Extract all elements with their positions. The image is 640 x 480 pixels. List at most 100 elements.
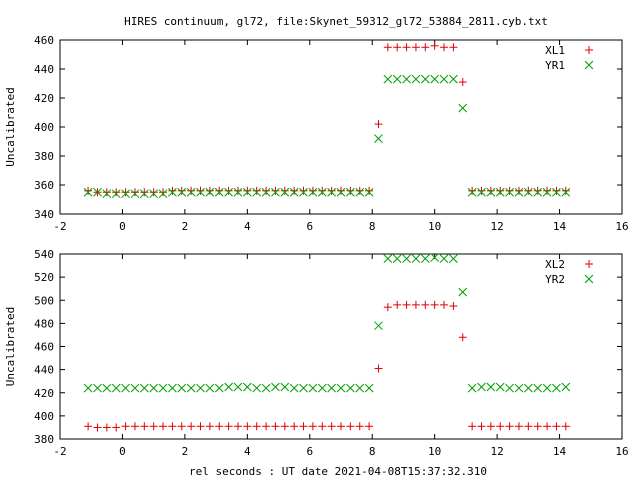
data-point <box>514 186 523 195</box>
data-point <box>84 422 93 431</box>
data-point <box>308 186 317 195</box>
data-point <box>364 187 374 197</box>
data-point <box>449 302 458 311</box>
data-point <box>496 422 505 431</box>
y-axis-label: Uncalibrated <box>4 87 17 166</box>
data-point <box>224 187 233 197</box>
y-tick-label: 420 <box>34 92 54 105</box>
x-tick-label: 16 <box>615 445 628 458</box>
data-point <box>187 422 196 431</box>
data-point <box>149 188 158 197</box>
y-tick-label: 540 <box>34 248 54 261</box>
data-point <box>383 74 393 84</box>
y-tick-label: 340 <box>34 208 54 221</box>
data-point <box>514 383 524 393</box>
data-point <box>468 186 477 195</box>
data-point <box>402 43 411 52</box>
data-point <box>243 186 252 195</box>
data-point <box>308 187 318 197</box>
data-point <box>420 74 430 84</box>
data-point <box>149 422 158 431</box>
x-tick-label: 16 <box>615 220 628 233</box>
data-point <box>111 383 121 393</box>
data-point <box>93 423 102 432</box>
data-point <box>121 188 130 197</box>
data-point <box>346 186 355 195</box>
data-point <box>242 187 252 197</box>
data-point <box>139 383 149 393</box>
data-point <box>552 383 561 393</box>
data-point <box>280 382 290 392</box>
data-point <box>112 423 121 432</box>
data-point <box>524 186 533 195</box>
data-point <box>280 186 289 195</box>
data-point <box>355 186 364 195</box>
data-point <box>458 78 467 87</box>
y-tick-label: 440 <box>34 63 54 76</box>
data-point <box>121 189 130 199</box>
data-point <box>130 383 140 393</box>
data-point <box>393 43 402 52</box>
data-point <box>271 186 280 195</box>
data-point <box>186 383 196 393</box>
data-point <box>495 382 505 392</box>
data-point <box>317 383 327 393</box>
data-point <box>149 189 159 199</box>
data-point <box>299 383 308 393</box>
x-tick-label: 6 <box>306 445 313 458</box>
data-point <box>121 383 130 393</box>
data-point <box>290 422 299 431</box>
data-point <box>327 422 336 431</box>
data-point <box>420 254 430 263</box>
data-point <box>196 186 205 195</box>
x-tick-label: 2 <box>182 220 189 233</box>
data-point <box>523 383 533 393</box>
data-point <box>477 382 486 392</box>
data-point <box>186 187 196 197</box>
data-point <box>561 186 570 195</box>
data-point <box>439 254 449 263</box>
legend-marker <box>584 274 594 284</box>
data-point <box>205 383 215 393</box>
data-point <box>242 382 252 392</box>
data-point <box>402 74 411 84</box>
x-tick-label: -2 <box>53 445 66 458</box>
data-point <box>383 254 393 263</box>
data-point <box>543 422 552 431</box>
data-point <box>458 333 467 342</box>
data-point <box>533 383 543 393</box>
data-point <box>111 189 121 199</box>
data-point <box>477 187 486 197</box>
data-point <box>346 422 355 431</box>
data-point <box>505 383 514 393</box>
data-point <box>411 74 421 84</box>
data-point <box>83 187 93 197</box>
data-point <box>290 186 299 195</box>
data-point <box>402 254 411 263</box>
y-tick-label: 380 <box>34 150 54 163</box>
data-point <box>364 383 374 393</box>
data-point <box>327 187 336 197</box>
data-point <box>374 364 383 373</box>
data-point <box>374 321 383 331</box>
data-point <box>233 186 242 195</box>
data-point <box>102 383 112 393</box>
data-point <box>505 422 514 431</box>
data-point <box>233 422 242 431</box>
data-point <box>486 186 495 195</box>
x-tick-label: 6 <box>306 220 313 233</box>
data-point <box>149 383 159 393</box>
data-point <box>467 187 477 197</box>
data-point <box>261 383 271 393</box>
data-point <box>477 422 486 431</box>
data-point <box>337 422 345 431</box>
data-point <box>402 300 411 309</box>
data-point <box>543 186 552 195</box>
data-point <box>102 188 111 197</box>
y-tick-label: 460 <box>34 341 54 354</box>
data-point <box>177 383 187 393</box>
data-point <box>458 103 468 113</box>
x-tick-label: 0 <box>119 220 126 233</box>
data-point <box>140 422 149 431</box>
